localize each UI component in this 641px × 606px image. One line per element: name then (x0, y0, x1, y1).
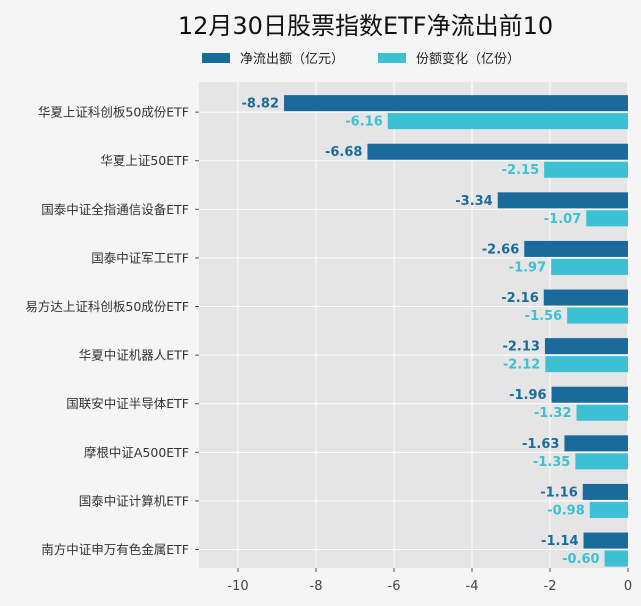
x-tick-label: -2 (544, 579, 557, 594)
data-label: -0.60 (562, 552, 599, 567)
data-label: -2.12 (503, 358, 540, 373)
x-tick-label: 0 (624, 579, 632, 594)
data-label: -1.14 (541, 534, 578, 549)
category-label: 国泰中证计算机ETF (79, 493, 189, 508)
bar (284, 95, 628, 112)
data-label: -1.96 (509, 388, 546, 403)
data-label: -1.97 (509, 260, 546, 275)
data-label: -2.66 (482, 242, 519, 257)
legend-item-net-outflow: 净流出额（亿元） (202, 48, 344, 67)
legend-label: 净流出额（亿元） (240, 52, 345, 67)
bar (586, 210, 628, 227)
category-label: 国泰中证军工ETF (91, 250, 189, 265)
chart-title: 12月30日股票指数ETF净流出前10 (177, 12, 554, 40)
legend-item-share-change: 份额变化（亿份） (378, 48, 520, 67)
data-label: -6.16 (345, 115, 382, 130)
category-label: 摩根中证A500ETF (84, 445, 189, 460)
category-label: 华夏上证科创板50成份ETF (38, 105, 189, 120)
x-tick-label: -10 (227, 579, 248, 594)
data-label: -3.34 (455, 194, 492, 209)
legend-label: 份额变化（亿份） (416, 52, 521, 67)
bar (545, 356, 628, 373)
category-label: 华夏上证50ETF (100, 153, 189, 168)
data-label: -1.32 (534, 406, 571, 421)
category-label: 南方中证申万有色金属ETF (41, 542, 189, 557)
legend-swatch (202, 52, 230, 63)
bar (551, 386, 628, 403)
x-tick-label: -8 (310, 579, 323, 594)
bar (543, 289, 628, 306)
data-label: -0.98 (547, 503, 584, 518)
category-label: 国泰中证全指通信设备ETF (41, 202, 189, 217)
bar (367, 143, 628, 160)
bar (387, 113, 628, 130)
x-tick-label: -6 (388, 579, 401, 594)
data-label: -2.16 (501, 291, 538, 306)
bar (564, 435, 628, 452)
category-label: 国联安中证半导体ETF (66, 396, 189, 411)
bar (544, 161, 628, 178)
data-label: -2.15 (502, 163, 539, 178)
data-label: -6.68 (325, 145, 362, 160)
data-label: -1.07 (544, 212, 581, 227)
x-tick-label: -4 (466, 579, 479, 594)
bar (567, 307, 628, 324)
bar (576, 404, 628, 421)
data-label: -2.13 (502, 340, 539, 355)
bar (544, 338, 628, 355)
data-label: -1.16 (540, 485, 577, 500)
bar (551, 258, 628, 275)
bar (583, 532, 628, 549)
data-label: -1.63 (522, 437, 559, 452)
bar (524, 240, 628, 257)
bar (582, 483, 628, 500)
legend: 净流出额（亿元） 份额变化（亿份） (202, 48, 520, 67)
category-label: 易方达上证科创板50成份ETF (25, 299, 189, 314)
bar (604, 550, 628, 567)
legend-swatch (378, 52, 407, 63)
bar (589, 501, 628, 518)
bar (497, 192, 628, 209)
category-label: 华夏中证机器人ETF (79, 348, 189, 363)
data-label: -1.35 (533, 455, 570, 470)
data-label: -1.56 (525, 309, 562, 324)
data-label: -8.82 (242, 97, 279, 112)
bar (575, 453, 628, 470)
